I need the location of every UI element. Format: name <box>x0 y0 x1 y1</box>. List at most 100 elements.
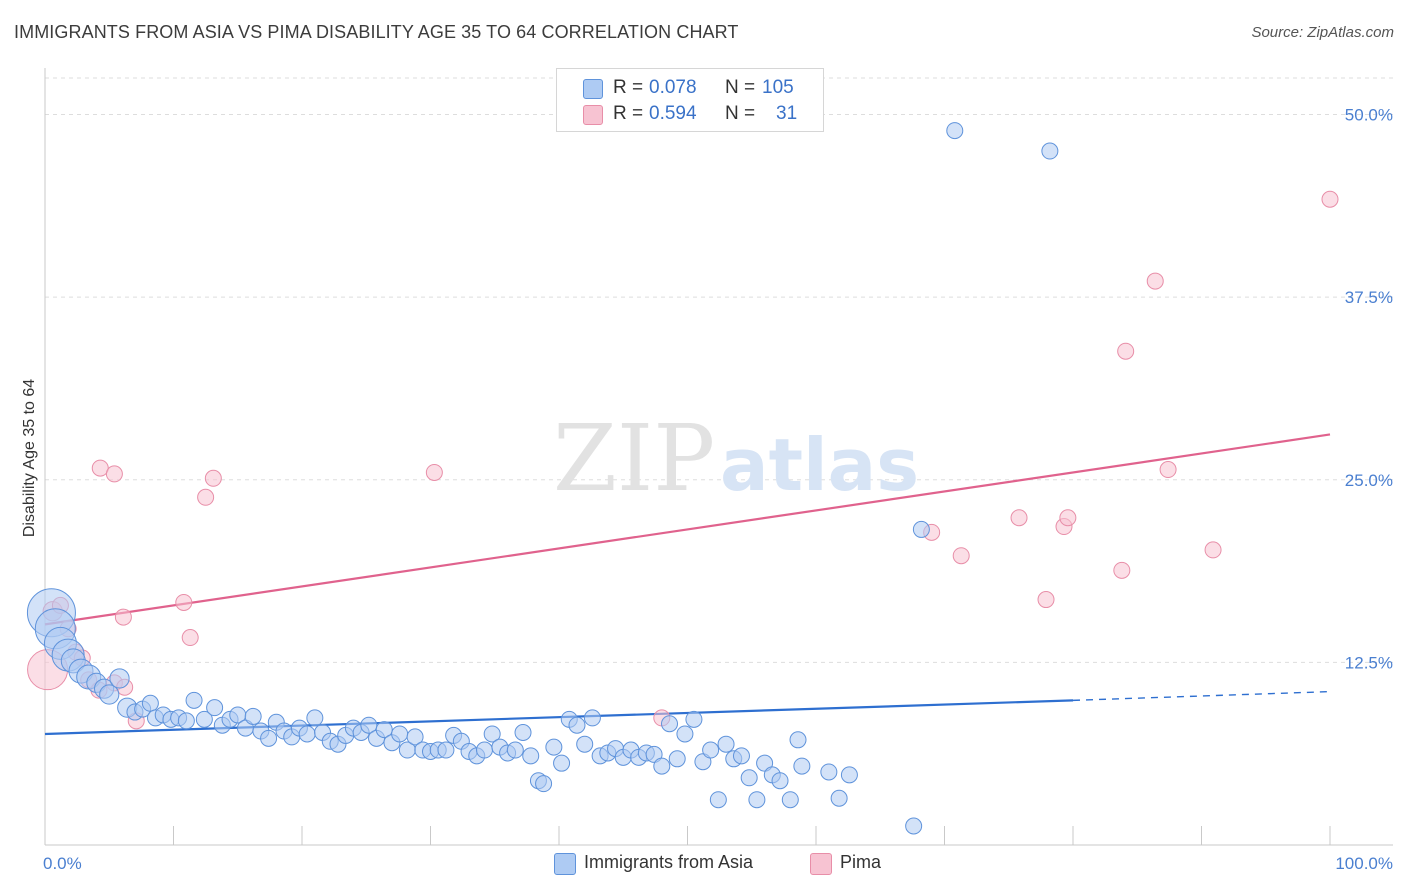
series-swatch-asia <box>554 853 576 875</box>
data-point <box>668 750 686 768</box>
legend-swatch-pima <box>583 105 603 125</box>
data-point <box>756 754 774 772</box>
data-point <box>793 757 811 775</box>
data-point <box>661 715 679 733</box>
data-point <box>391 725 409 743</box>
legend-r-label: R = <box>613 103 644 124</box>
axes <box>44 68 1393 846</box>
tick-labels: 12.5% 25.0% 37.5% 50.0% 0.0% 100.0% <box>43 106 1393 873</box>
data-point <box>1117 342 1135 360</box>
data-point <box>244 707 262 725</box>
data-point <box>576 735 594 753</box>
data-point <box>553 754 571 772</box>
data-point <box>820 763 838 781</box>
y-tick-label: 50.0% <box>1345 106 1393 125</box>
chart-title: IMMIGRANTS FROM ASIA VS PIMA DISABILITY … <box>14 22 739 42</box>
trend-line-asia-extension <box>1072 690 1331 702</box>
legend-n-label: N = <box>725 77 756 98</box>
data-point <box>206 699 224 717</box>
data-point <box>583 709 601 727</box>
data-point <box>676 725 694 743</box>
data-point <box>177 712 195 730</box>
data-point <box>1041 142 1059 160</box>
data-point <box>1146 272 1164 290</box>
asia-points <box>26 122 1059 835</box>
data-point <box>685 710 703 728</box>
data-point <box>905 817 923 835</box>
data-point <box>1159 461 1177 479</box>
data-point <box>109 668 130 689</box>
data-point <box>952 547 970 565</box>
data-point <box>830 789 848 807</box>
data-point <box>840 766 858 784</box>
data-point <box>645 745 663 763</box>
data-point <box>717 735 735 753</box>
grid-lines <box>45 77 1393 663</box>
data-point <box>1037 591 1055 609</box>
data-point <box>175 593 193 611</box>
data-point <box>99 684 120 705</box>
data-point <box>425 463 443 481</box>
data-point <box>506 741 524 759</box>
data-point <box>141 694 159 712</box>
correlation-legend: R = 0.078 N = 105 R = 0.594 N = 31 <box>556 68 824 132</box>
data-point <box>653 757 671 775</box>
data-point <box>483 725 501 743</box>
y-axis-label: Disability Age 35 to 64 <box>21 379 38 537</box>
data-point <box>694 753 712 771</box>
legend-n-label: N = <box>725 103 756 124</box>
data-point <box>514 724 532 742</box>
data-point <box>912 520 930 538</box>
legend-r-value: 0.078 <box>649 77 697 98</box>
data-point <box>946 122 964 140</box>
data-point <box>568 716 586 734</box>
data-point <box>1321 190 1339 208</box>
legend-n-value: 105 <box>762 77 794 98</box>
y-tick-label: 37.5% <box>1345 288 1393 307</box>
chart-source: Source: ZipAtlas.com <box>1251 24 1394 41</box>
data-point <box>781 791 799 809</box>
data-point <box>702 741 720 759</box>
data-point <box>1010 509 1028 527</box>
data-point <box>789 731 807 749</box>
legend-r-value: 0.594 <box>649 103 697 124</box>
data-point <box>522 747 540 765</box>
x-tick-label: 0.0% <box>43 854 82 873</box>
data-point <box>185 691 203 709</box>
data-point <box>204 469 222 487</box>
series-swatch-pima <box>810 853 832 875</box>
y-tick-label: 25.0% <box>1345 471 1393 490</box>
data-point <box>475 741 493 759</box>
data-point <box>406 728 424 746</box>
data-point <box>1204 541 1222 559</box>
data-point <box>105 465 123 483</box>
data-point <box>260 729 278 747</box>
data-point <box>709 791 727 809</box>
y-tick-label: 12.5% <box>1345 653 1393 672</box>
data-point <box>298 725 316 743</box>
series-name-asia: Immigrants from Asia <box>584 852 754 872</box>
series-name-pima: Pima <box>840 852 882 872</box>
data-point <box>437 741 455 759</box>
data-point <box>748 791 766 809</box>
data-point <box>360 716 378 734</box>
legend-r-label: R = <box>613 77 644 98</box>
watermark-atlas: atlas <box>720 423 919 507</box>
data-point <box>197 488 215 506</box>
trend-line-pima <box>44 433 1331 626</box>
data-point <box>306 709 324 727</box>
data-point <box>1113 561 1131 579</box>
data-point <box>114 608 132 626</box>
series-legend: Immigrants from Asia Pima <box>0 852 1406 878</box>
data-point <box>375 721 393 739</box>
data-point <box>1059 509 1077 527</box>
data-point <box>740 769 758 787</box>
legend-swatch-asia <box>583 79 603 99</box>
data-point <box>771 772 789 790</box>
legend-n-value: 31 <box>776 103 798 124</box>
data-point <box>195 710 213 728</box>
data-point <box>535 775 553 793</box>
data-point <box>91 459 109 477</box>
data-point <box>545 738 563 756</box>
